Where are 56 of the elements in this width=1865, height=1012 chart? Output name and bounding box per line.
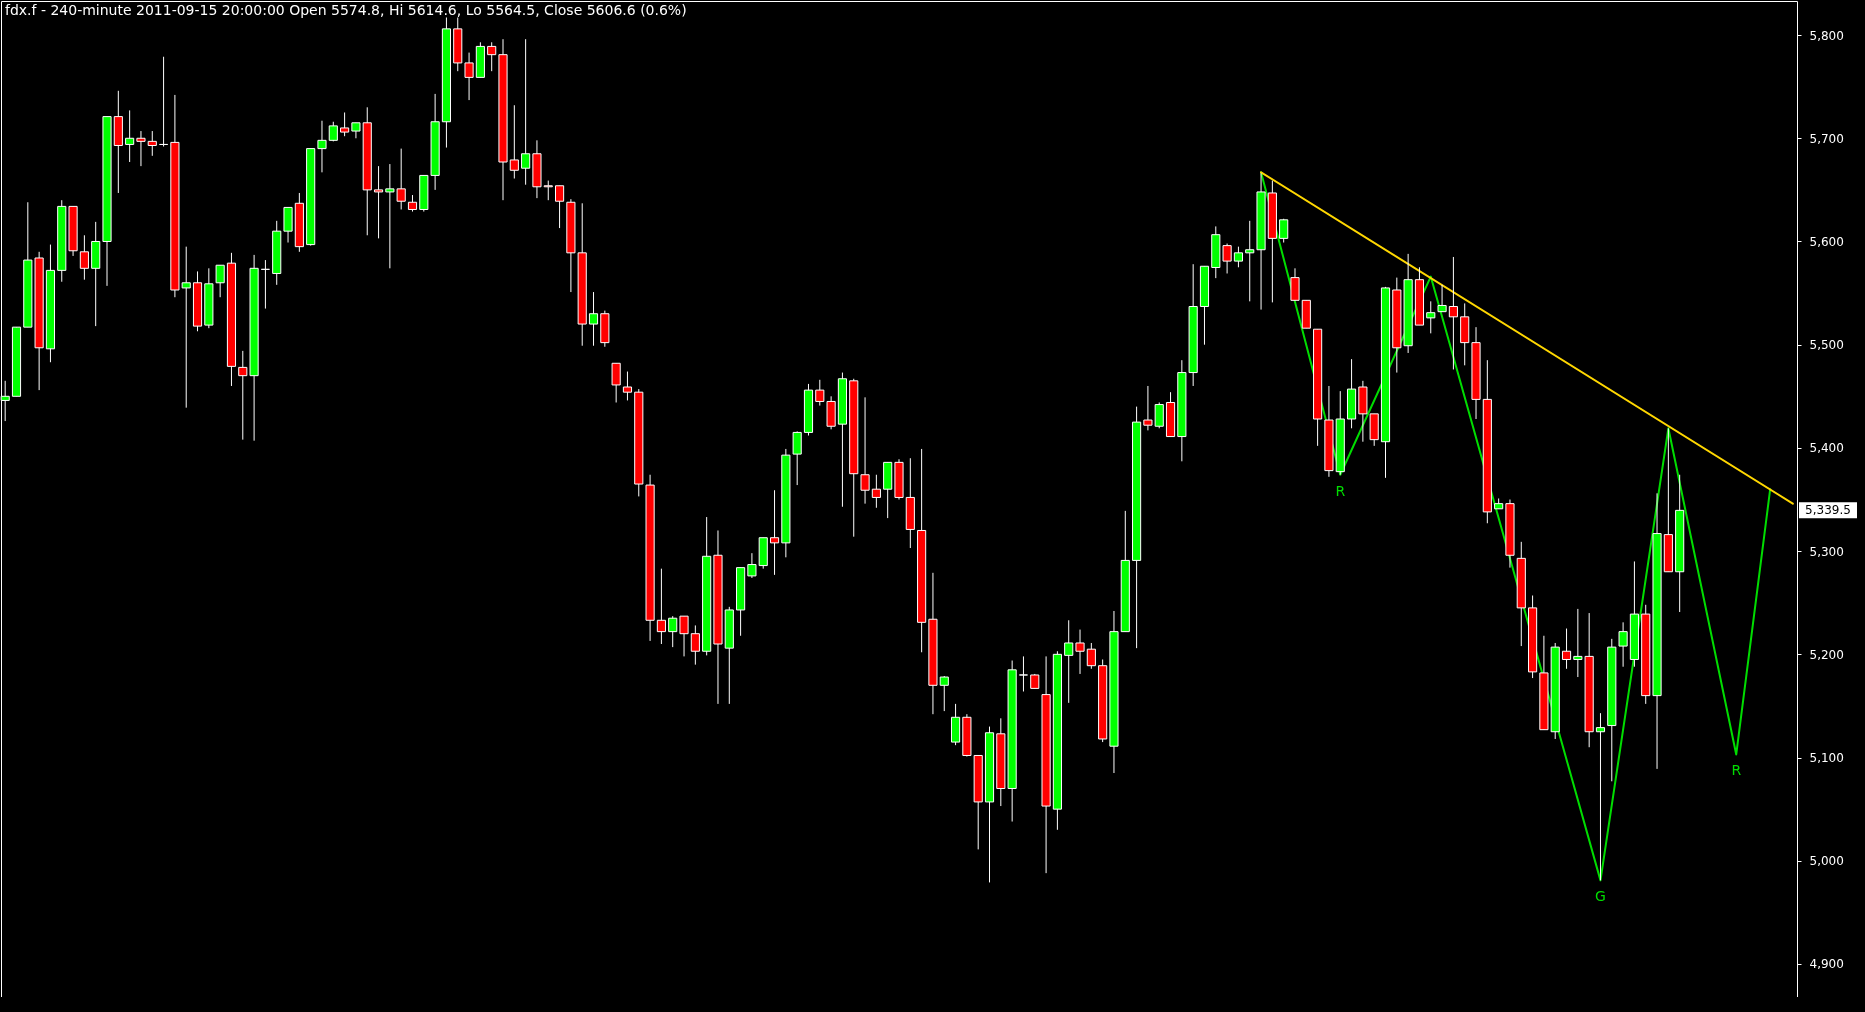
candlestick (1154, 402, 1164, 429)
candlestick (1143, 385, 1153, 431)
y-tick-label: 5,800 (1809, 28, 1844, 43)
candlestick (656, 568, 666, 645)
candlestick (555, 185, 565, 229)
candlestick (373, 165, 384, 239)
y-tick-label: 5,700 (1809, 131, 1844, 146)
annotation: R (1731, 762, 1742, 779)
candlestick (136, 130, 146, 167)
candlestick (860, 396, 870, 505)
candlestick (283, 206, 293, 244)
candlestick (317, 120, 327, 173)
candlestick (521, 38, 531, 186)
candlestick (1595, 712, 1606, 881)
candlestick (747, 552, 757, 579)
candlestick (487, 41, 497, 72)
candlestick (1064, 619, 1074, 704)
candlestick (1437, 284, 1447, 313)
y-tick-label: 5,200 (1809, 647, 1844, 662)
candlestick (1290, 267, 1300, 301)
y-tick-label: 5,300 (1809, 544, 1844, 559)
candlestick (611, 362, 621, 403)
y-tick-label: 5,400 (1809, 441, 1844, 456)
candlestick (1075, 629, 1085, 675)
y-tick-label: 5,000 (1809, 854, 1844, 869)
candlestick (79, 234, 89, 281)
candlestick (668, 615, 678, 648)
annotation: R (1335, 482, 1346, 499)
candlestick (1245, 220, 1255, 302)
annotation: G (1595, 888, 1606, 905)
candlestick (588, 291, 599, 347)
candlestick (622, 371, 633, 401)
candlestick (147, 130, 157, 157)
y-tick-label: 4,900 (1809, 957, 1844, 972)
candlestick (1426, 300, 1436, 334)
candlestick (340, 111, 350, 137)
candlestick (543, 180, 553, 201)
candlestick (690, 624, 700, 666)
y-tick-label: 5,100 (1809, 751, 1844, 766)
candlestick (769, 489, 780, 576)
candlestick (509, 104, 519, 180)
y-tick-label: 5,600 (1809, 234, 1844, 249)
candlestick (1448, 256, 1458, 370)
candlestick (464, 52, 474, 101)
candlestick (215, 264, 225, 298)
candlestick (125, 109, 135, 163)
candlestick (1018, 655, 1029, 692)
candlestick (871, 474, 881, 509)
candlestick (1233, 246, 1243, 268)
chart-title: fdx.f - 240-minute 2011-09-15 20:00:00 Open 5574.8, Hi 5614.6, Lo 5564.5, Close 5606.6 (0.6%) (5, 2, 687, 18)
candlestick (939, 675, 949, 712)
candlestick (679, 615, 689, 657)
y-tick-label: 5,500 (1809, 338, 1844, 353)
ref-line-label: 5,339.5 (1805, 503, 1851, 518)
candlestick (1086, 642, 1096, 670)
candlestick (1561, 628, 1572, 670)
